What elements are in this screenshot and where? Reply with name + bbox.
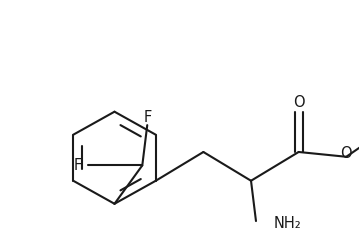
Text: F: F bbox=[143, 110, 151, 125]
Text: NH₂: NH₂ bbox=[274, 216, 302, 231]
Text: O: O bbox=[293, 95, 305, 110]
Text: F: F bbox=[74, 158, 82, 173]
Text: O: O bbox=[341, 146, 352, 161]
